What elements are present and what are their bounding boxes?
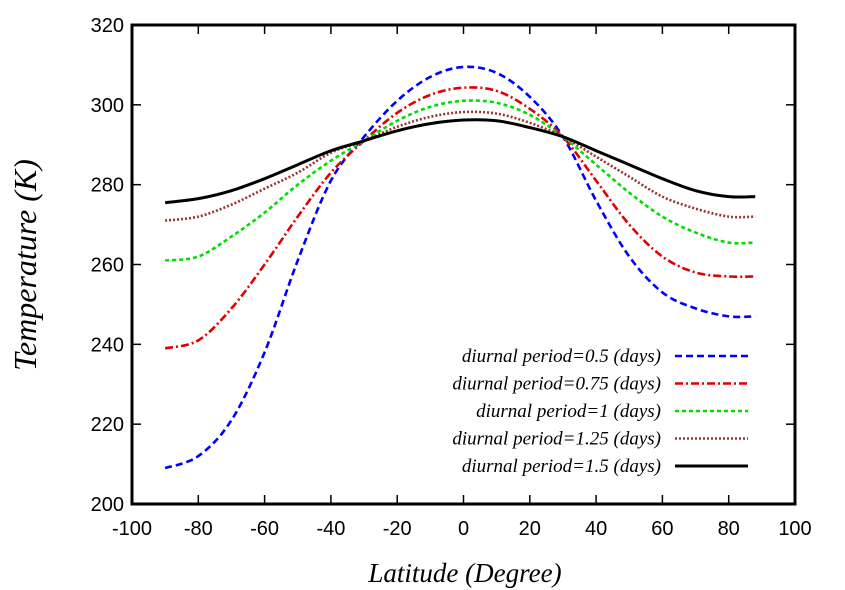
y-tick-label: 260 (91, 255, 124, 277)
x-axis-title: Latitude (Degree) (367, 558, 561, 588)
x-tick-label: -60 (250, 518, 279, 540)
legend-entry-label: diurnal period=0.75 (days) (452, 374, 661, 395)
x-tick-label: 40 (585, 518, 607, 540)
y-tick-label: 280 (91, 175, 124, 197)
series-line-0 (164, 65, 756, 470)
series-line-2 (164, 99, 756, 262)
x-tick-label: -100 (112, 518, 152, 540)
legend-entry-label: diurnal period=0.5 (days) (462, 346, 661, 367)
y-axis-title: Temperature (K) (7, 159, 43, 371)
x-tick-label: 80 (718, 518, 740, 540)
x-tick-label: 60 (651, 518, 673, 540)
y-tick-label: 200 (91, 494, 124, 516)
y-tick-labels: 200 220 240 260 280 300 320 (91, 15, 124, 516)
x-tick-label: 0 (458, 518, 469, 540)
legend-entry-label: diurnal period=1.5 (days) (462, 456, 661, 477)
x-tick-label: 20 (519, 518, 541, 540)
y-tick-label: 300 (91, 95, 124, 117)
legend-entry-label: diurnal period=1 (days) (476, 401, 661, 422)
y-tick-label: 220 (91, 414, 124, 436)
x-tick-label: 100 (778, 518, 811, 540)
y-tick-label: 240 (91, 334, 124, 356)
legend-entry-label: diurnal period=1.25 (days) (452, 429, 661, 450)
plot-frame (130, 23, 797, 506)
series-line-4 (164, 118, 756, 205)
series-line-1 (164, 86, 756, 350)
y-tick-label: 320 (91, 15, 124, 37)
x-tick-label: -40 (316, 518, 345, 540)
x-tick-label: -20 (383, 518, 412, 540)
x-tick-label: -80 (184, 518, 213, 540)
x-tick-labels: -100 -80 -60 -40 -20 0 20 40 60 80 100 (112, 518, 812, 540)
series-line-3 (164, 110, 756, 222)
legend: diurnal period=0.5 (days) diurnal period=… (452, 346, 748, 477)
plot-area (164, 65, 756, 470)
